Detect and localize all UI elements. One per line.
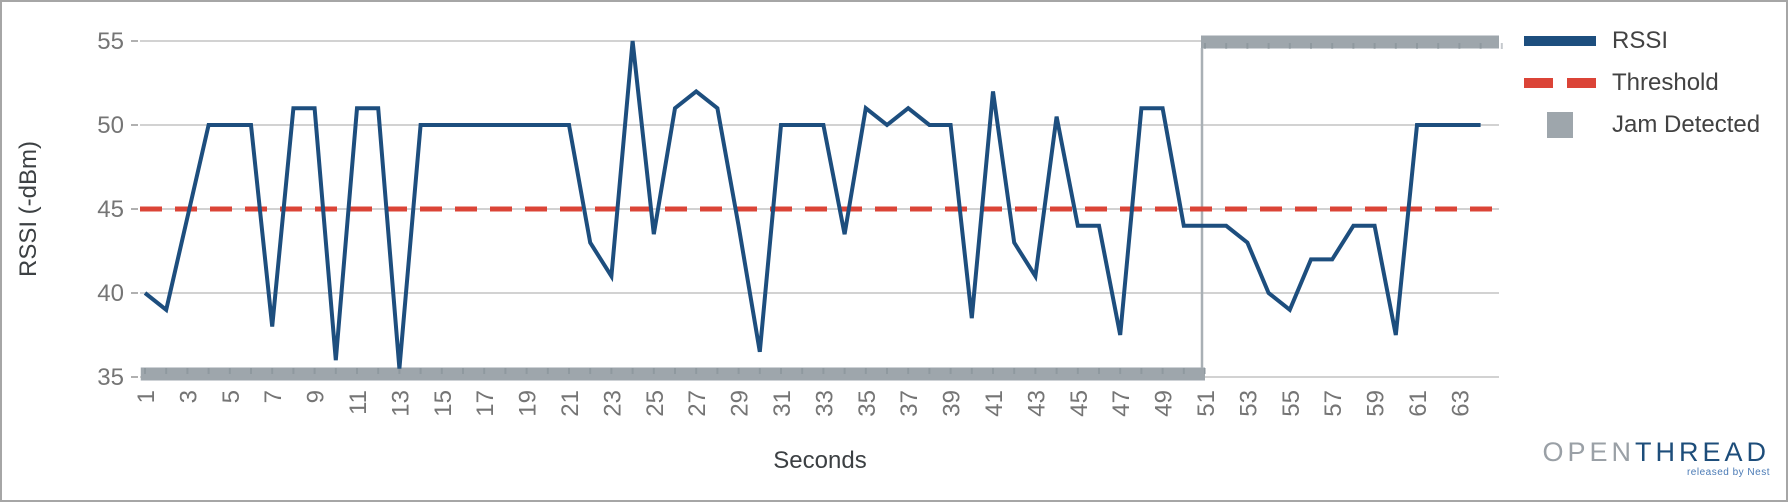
- x-tick-label: 61: [1405, 390, 1432, 417]
- logo-thread-text: THREAD: [1634, 437, 1770, 468]
- x-tick-label: 39: [939, 390, 966, 417]
- x-tick-label: 59: [1363, 390, 1390, 417]
- legend-label-rssi: RSSI: [1612, 27, 1669, 54]
- x-tick-label: 21: [557, 390, 584, 417]
- x-tick-label: 63: [1447, 390, 1474, 417]
- openthread-logo: OPENTHREAD released by Nest: [1542, 438, 1770, 478]
- y-tick-label: 35: [97, 364, 124, 391]
- legend: RSSI Threshold Jam Detected: [1524, 20, 1760, 146]
- threshold-dash-swatch: [1524, 78, 1596, 88]
- x-tick-label: 45: [1066, 390, 1093, 417]
- x-tick-label: 47: [1108, 390, 1135, 417]
- y-tick-label: 50: [97, 112, 124, 139]
- rssi-line-swatch: [1524, 36, 1596, 46]
- x-tick-label: 55: [1278, 390, 1305, 417]
- x-tick-label: 35: [854, 390, 881, 417]
- x-tick-label: 1: [133, 390, 160, 403]
- y-axis-title: RSSI (-dBm): [15, 141, 42, 277]
- logo-open-text: OPEN: [1542, 437, 1635, 468]
- x-tick-label: 13: [387, 390, 414, 417]
- x-tick-label: 31: [769, 390, 796, 417]
- x-tick-label: 49: [1151, 390, 1178, 417]
- x-tick-label: 53: [1235, 390, 1262, 417]
- x-tick-label: 9: [303, 390, 330, 403]
- x-tick-label: 17: [472, 390, 499, 417]
- jam-square-swatch: [1524, 112, 1596, 138]
- y-tick-label: 45: [97, 196, 124, 223]
- x-tick-label: 41: [981, 390, 1008, 417]
- x-tick-label: 29: [727, 390, 754, 417]
- x-tick-label: 43: [1023, 390, 1050, 417]
- legend-item-threshold: Threshold: [1524, 62, 1760, 104]
- x-tick-label: 37: [896, 390, 923, 417]
- x-tick-label: 5: [218, 390, 245, 403]
- legend-item-jam-detected: Jam Detected: [1524, 104, 1760, 146]
- x-tick-label: 3: [175, 390, 202, 403]
- x-tick-label: 27: [684, 390, 711, 417]
- x-tick-label: 7: [260, 390, 287, 403]
- x-tick-label: 33: [811, 390, 838, 417]
- x-tick-label: 23: [599, 390, 626, 417]
- legend-label-jam-detected: Jam Detected: [1612, 111, 1761, 138]
- logo-tagline: released by Nest: [1686, 466, 1770, 478]
- logo-wordmark: OPENTHREAD: [1542, 438, 1770, 466]
- x-tick-label: 11: [345, 390, 372, 415]
- y-tick-label: 55: [97, 28, 124, 55]
- x-tick-label: 51: [1193, 390, 1220, 417]
- rssi-line: [143, 40, 1481, 369]
- legend-label-threshold: Threshold: [1612, 69, 1719, 96]
- y-tick-label: 40: [97, 280, 124, 307]
- x-tick-label: 57: [1320, 390, 1347, 417]
- x-axis-title: Seconds: [773, 447, 866, 474]
- x-tick-label: 19: [515, 390, 542, 417]
- legend-item-rssi: RSSI: [1524, 20, 1760, 62]
- x-tick-label: 25: [642, 390, 669, 417]
- x-tick-label: 15: [430, 390, 457, 417]
